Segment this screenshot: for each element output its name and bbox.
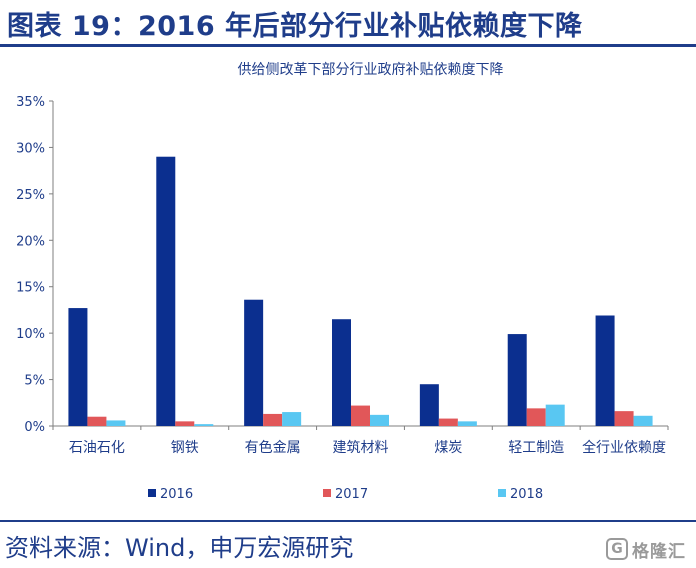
- x-tick-label: 建筑材料: [333, 440, 389, 456]
- bar-2016-全行业依赖度: [595, 315, 615, 426]
- y-tick-label: 0%: [24, 420, 45, 435]
- x-tick-label: 有色金属: [245, 439, 301, 456]
- chart-title: 供给侧改革下部分行业政府补贴依赖度下降: [238, 62, 504, 78]
- page-header: 图表 19：2016 年后部分行业补贴依赖度下降: [0, 0, 696, 44]
- chart-area: 供给侧改革下部分行业政府补贴依赖度下降 0% 5% 10% 15% 20% 25% 30% 35…: [0, 50, 696, 520]
- y-tick-label: 35%: [16, 95, 45, 110]
- bar-2018-石油石化: [106, 420, 126, 426]
- watermark-logo-icon: G: [606, 538, 628, 560]
- y-tick-label: 15%: [16, 281, 45, 296]
- y-tick-label: 30%: [16, 141, 45, 156]
- y-tick-label: 5%: [24, 374, 45, 389]
- legend-label-2017: 2017: [335, 487, 368, 502]
- watermark-text: 格隆汇: [632, 541, 686, 562]
- bar-2016-有色金属: [244, 299, 264, 426]
- watermark: G 格隆汇: [606, 537, 686, 562]
- source-note: 资料来源：Wind，申万宏源研究: [5, 534, 354, 562]
- y-tick-label: 10%: [16, 327, 45, 342]
- bar-2018-建筑材料: [370, 414, 389, 426]
- footer-divider: [0, 520, 696, 522]
- bar-2017-轻工制造: [526, 408, 546, 426]
- bar-2016-轻工制造: [507, 334, 527, 426]
- bar-2018-煤炭: [457, 421, 477, 426]
- x-tick-label: 煤炭: [434, 440, 462, 456]
- bar-2017-煤炭: [438, 418, 458, 426]
- bar-2017-有色金属: [263, 413, 283, 426]
- x-tick-label: 全行业依赖度: [582, 439, 666, 456]
- bar-2018-钢铁: [194, 424, 214, 426]
- bar-2016-建筑材料: [332, 319, 351, 426]
- bar-2016-石油石化: [68, 308, 88, 426]
- bar-2017-钢铁: [175, 421, 195, 426]
- legend-swatch-2017: [323, 489, 331, 497]
- header-divider: [0, 44, 696, 47]
- bar-2016-煤炭: [419, 384, 439, 426]
- x-tick-label: 轻工制造: [508, 440, 564, 456]
- y-tick-label: 20%: [16, 234, 45, 249]
- bar-2018-全行业依赖度: [633, 415, 653, 426]
- bar-chart: 供给侧改革下部分行业政府补贴依赖度下降 0% 5% 10% 15% 20% 25% 30% 35…: [16, 62, 669, 502]
- legend-label-2016: 2016: [160, 487, 193, 502]
- bar-2017-全行业依赖度: [614, 411, 634, 426]
- bar-2017-石油石化: [87, 416, 107, 426]
- bar-2018-轻工制造: [545, 404, 565, 426]
- y-tick-label: 25%: [16, 188, 45, 203]
- page-title: 图表 19：2016 年后部分行业补贴依赖度下降: [7, 11, 583, 42]
- bar-2018-有色金属: [282, 412, 302, 426]
- legend-swatch-2016: [148, 489, 156, 497]
- x-tick-label: 钢铁: [171, 440, 199, 456]
- bar-2017-建筑材料: [351, 405, 370, 426]
- legend-swatch-2018: [498, 489, 506, 497]
- x-tick-label: 石油石化: [69, 440, 125, 456]
- bar-2016-钢铁: [156, 156, 176, 426]
- legend-label-2018: 2018: [510, 487, 543, 502]
